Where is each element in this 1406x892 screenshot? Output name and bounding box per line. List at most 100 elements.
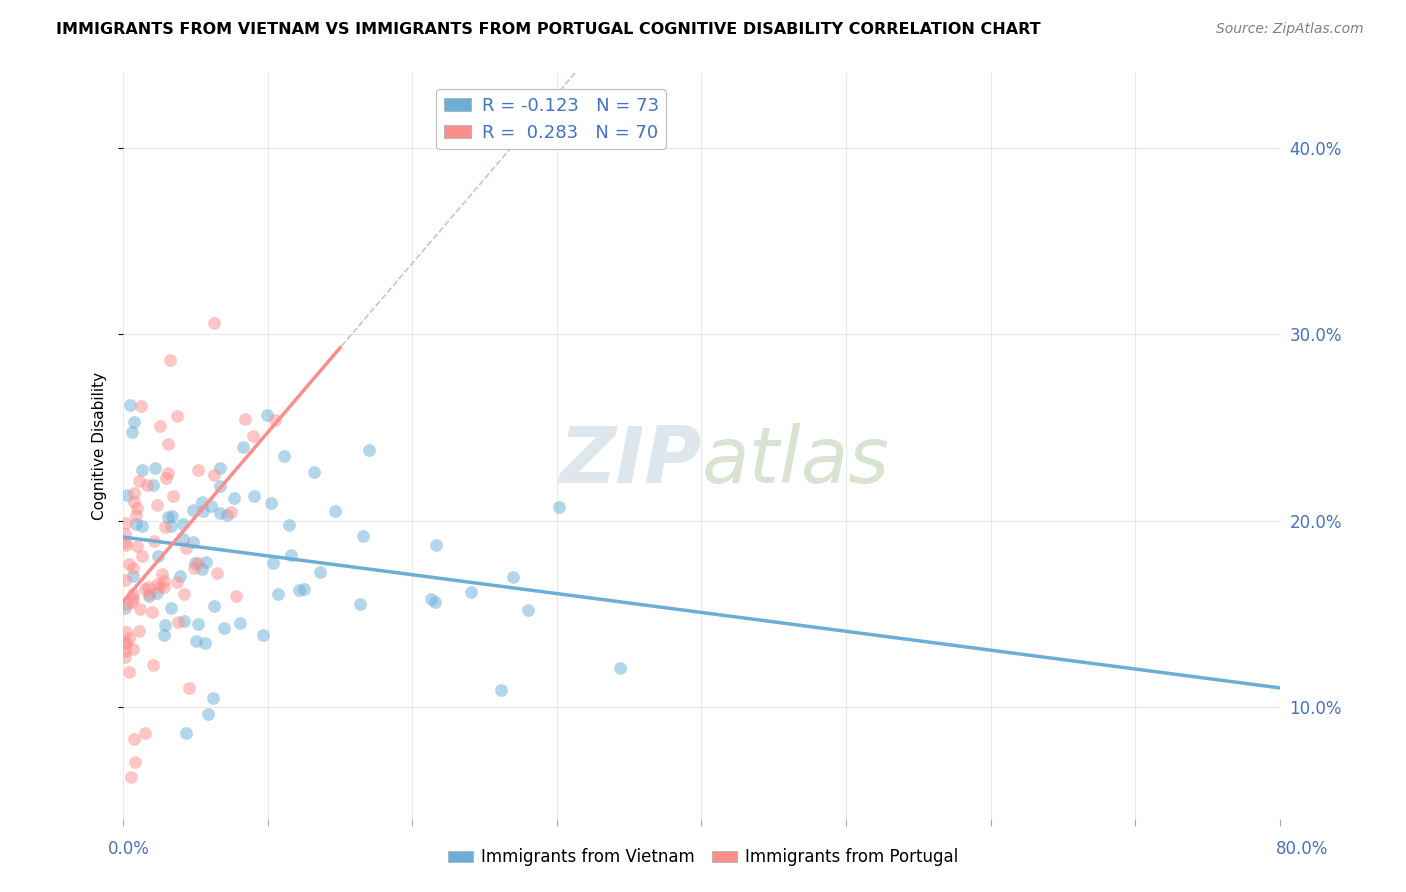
Point: [194, 636, 217, 650]
Legend: R = -0.123   N = 73, R =  0.283   N = 70: R = -0.123 N = 73, R = 0.283 N = 70: [436, 89, 666, 149]
Point: [138, 587, 160, 601]
Point: [166, 615, 188, 629]
Point: [134, 582, 156, 596]
Point: [181, 503, 204, 517]
Point: [187, 617, 209, 632]
Point: [208, 506, 231, 520]
Point: [131, 463, 153, 477]
Legend: Immigrants from Vietnam, Immigrants from Portugal: Immigrants from Vietnam, Immigrants from…: [441, 842, 965, 873]
Point: [200, 499, 222, 513]
Point: [146, 577, 169, 591]
Point: [187, 556, 209, 570]
Point: [122, 486, 145, 500]
Point: [212, 621, 235, 635]
Point: [229, 615, 252, 630]
Point: [420, 592, 443, 607]
Point: [243, 489, 266, 503]
Point: [173, 587, 195, 601]
Point: [127, 539, 149, 553]
Point: [122, 561, 145, 575]
Point: [352, 529, 374, 543]
Text: ZIP: ZIP: [560, 423, 702, 499]
Point: [142, 478, 165, 492]
Point: [273, 449, 295, 463]
Point: [121, 595, 143, 609]
Point: [138, 589, 160, 603]
Point: [122, 415, 145, 429]
Point: [349, 597, 371, 611]
Text: Source: ZipAtlas.com: Source: ZipAtlas.com: [1216, 22, 1364, 37]
Point: [502, 570, 524, 584]
Point: [157, 466, 180, 480]
Point: [114, 636, 136, 650]
Point: [131, 549, 153, 564]
Point: [183, 556, 205, 570]
Point: [208, 478, 231, 492]
Point: [124, 755, 146, 769]
Point: [190, 562, 212, 576]
Point: [115, 538, 138, 552]
Point: [225, 589, 247, 603]
Point: [609, 661, 631, 675]
Point: [267, 587, 290, 601]
Point: [174, 726, 197, 740]
Point: [292, 582, 315, 596]
Point: [202, 316, 225, 330]
Point: [155, 471, 177, 485]
Text: atlas: atlas: [702, 423, 890, 499]
Point: [202, 468, 225, 483]
Point: [181, 534, 204, 549]
Point: [122, 568, 145, 582]
Point: [129, 602, 152, 616]
Point: [142, 534, 165, 549]
Point: [174, 541, 197, 556]
Point: [114, 636, 136, 650]
Point: [548, 500, 571, 515]
Point: [425, 538, 447, 552]
Point: [136, 581, 159, 595]
Point: [184, 633, 207, 648]
Point: [160, 601, 183, 615]
Point: [120, 770, 142, 784]
Point: [489, 682, 512, 697]
Point: [121, 425, 143, 439]
Point: [150, 567, 173, 582]
Point: [187, 462, 209, 476]
Point: [208, 461, 231, 475]
Point: [215, 508, 238, 522]
Point: [172, 532, 194, 546]
Point: [166, 409, 188, 423]
Point: [264, 413, 287, 427]
Point: [114, 573, 136, 587]
Point: [115, 597, 138, 611]
Point: [190, 495, 212, 509]
Point: [149, 419, 172, 434]
Point: [162, 489, 184, 503]
Point: [288, 582, 311, 597]
Point: [517, 603, 540, 617]
Point: [122, 495, 145, 509]
Point: [118, 665, 141, 679]
Point: [148, 580, 170, 594]
Point: [153, 574, 176, 589]
Point: [115, 625, 138, 640]
Point: [141, 605, 163, 619]
Point: [153, 520, 176, 534]
Point: [134, 725, 156, 739]
Point: [115, 516, 138, 530]
Point: [309, 565, 332, 579]
Point: [219, 505, 242, 519]
Point: [232, 440, 254, 454]
Point: [195, 555, 218, 569]
Point: [193, 504, 215, 518]
Text: 0.0%: 0.0%: [108, 840, 150, 858]
Point: [114, 601, 136, 615]
Point: [183, 561, 205, 575]
Point: [125, 508, 148, 523]
Point: [122, 591, 145, 605]
Point: [242, 429, 264, 443]
Point: [118, 631, 141, 645]
Point: [159, 353, 181, 368]
Point: [114, 644, 136, 658]
Point: [114, 526, 136, 541]
